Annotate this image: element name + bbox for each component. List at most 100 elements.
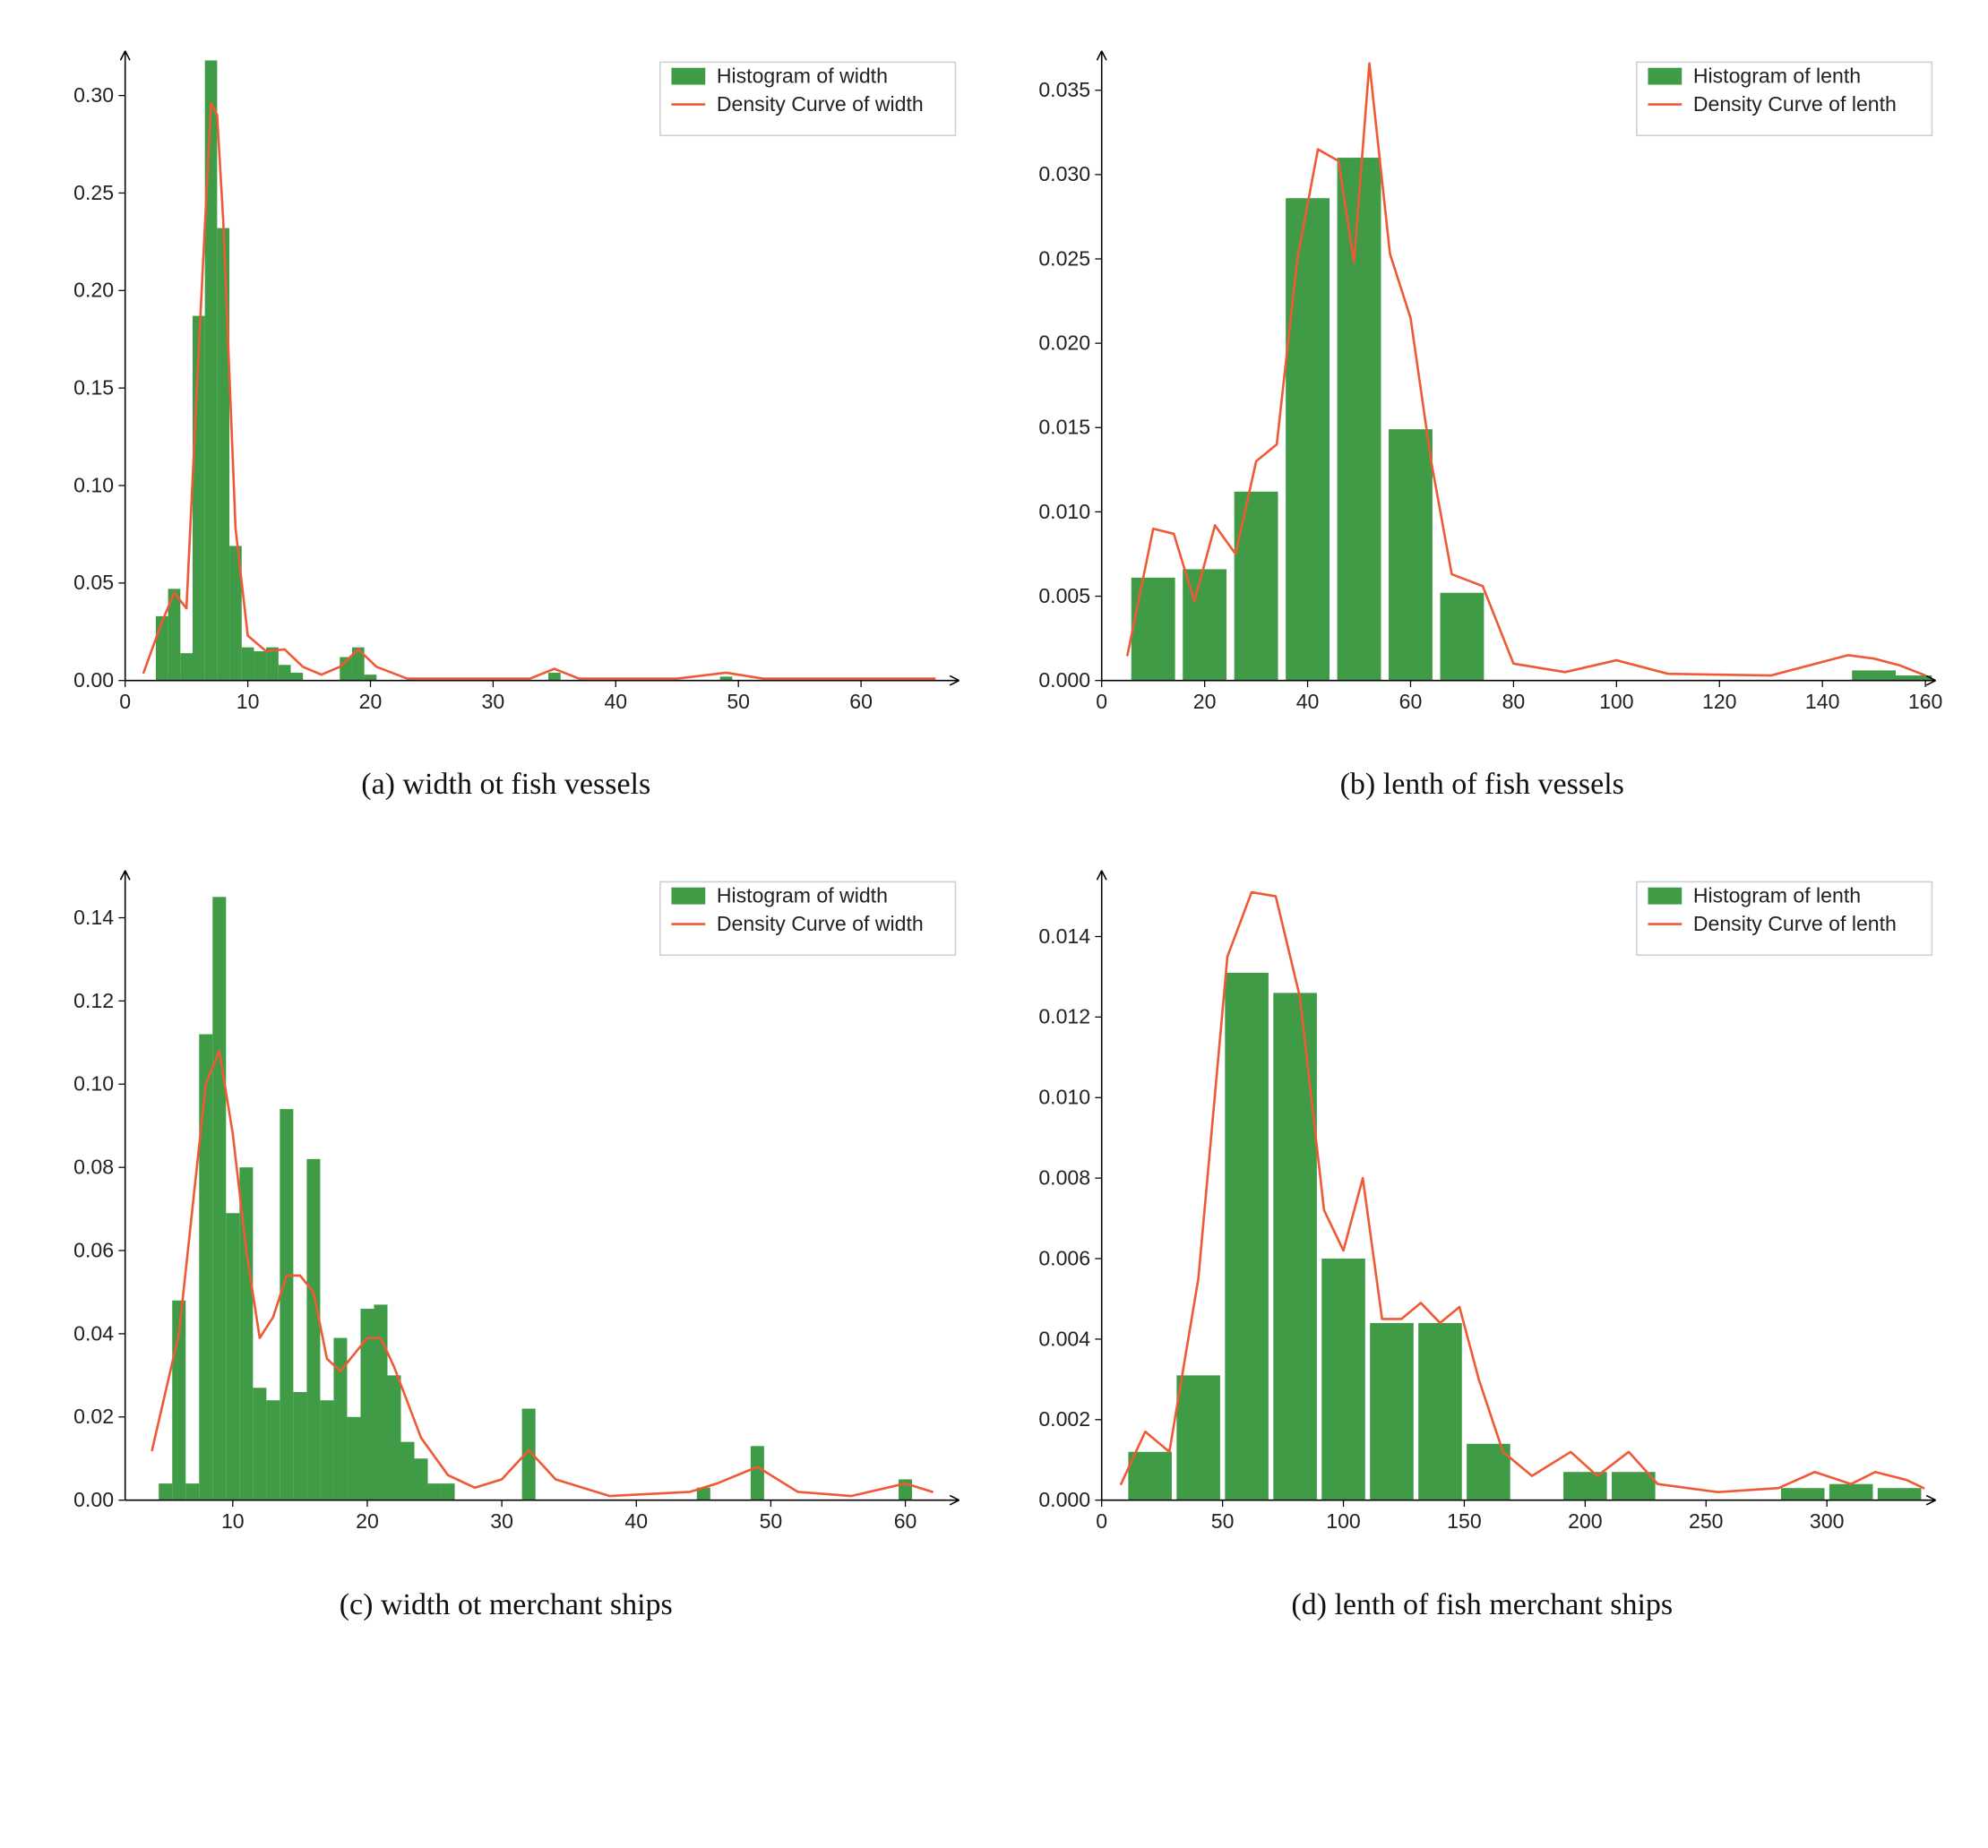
y-tick-label: 0.00 xyxy=(73,668,114,692)
y-tick-label: 0.05 xyxy=(73,571,114,594)
caption-b: (b) lenth of fish vessels xyxy=(1340,768,1624,802)
histogram-bar xyxy=(1176,1376,1220,1500)
x-tick-label: 20 xyxy=(359,690,383,713)
y-tick-label: 0.12 xyxy=(73,989,114,1012)
y-tick-label: 0.006 xyxy=(1038,1247,1090,1270)
histogram-bar xyxy=(306,1159,320,1500)
y-tick-label: 0.000 xyxy=(1038,668,1090,692)
x-tick-label: 200 xyxy=(1568,1510,1603,1534)
y-tick-label: 0.30 xyxy=(73,83,114,107)
y-tick-label: 0.010 xyxy=(1038,500,1090,523)
chart-a: 01020304050600.000.050.100.150.200.250.3… xyxy=(36,36,977,732)
y-tick-label: 0.004 xyxy=(1038,1328,1090,1351)
y-tick-label: 0.030 xyxy=(1038,162,1090,185)
y-tick-label: 0.002 xyxy=(1038,1408,1090,1431)
histogram-bar xyxy=(1370,1323,1414,1500)
y-tick-label: 0.14 xyxy=(73,906,114,929)
histogram-bar xyxy=(751,1447,764,1500)
x-tick-label: 40 xyxy=(604,690,627,713)
caption-c: (c) width ot merchant ships xyxy=(340,1588,673,1622)
histogram-bar xyxy=(254,651,266,681)
x-tick-label: 100 xyxy=(1599,690,1634,713)
histogram-bar xyxy=(242,648,254,681)
x-tick-label: 40 xyxy=(1295,690,1319,713)
y-tick-label: 0.015 xyxy=(1038,416,1090,439)
x-tick-label: 160 xyxy=(1907,690,1942,713)
histogram-bar xyxy=(180,653,193,680)
legend-density-label: Density Curve of lenth xyxy=(1692,92,1896,116)
histogram-bar xyxy=(415,1459,428,1500)
x-tick-label: 0 xyxy=(1096,690,1107,713)
x-tick-label: 20 xyxy=(356,1510,379,1534)
x-tick-label: 140 xyxy=(1804,690,1839,713)
x-tick-label: 300 xyxy=(1809,1510,1844,1534)
x-tick-label: 10 xyxy=(237,690,260,713)
legend-hist-patch-icon xyxy=(671,68,705,85)
histogram-bar xyxy=(1128,1452,1172,1500)
histogram-bar xyxy=(266,648,279,681)
x-tick-label: 0 xyxy=(119,690,131,713)
y-tick-label: 0.035 xyxy=(1038,78,1090,101)
chart-b: 0204060801001201401600.0000.0050.0100.01… xyxy=(1012,36,1953,732)
x-tick-label: 60 xyxy=(894,1510,917,1534)
y-tick-label: 0.04 xyxy=(73,1322,114,1345)
y-tick-label: 0.10 xyxy=(73,1072,114,1096)
x-tick-label: 50 xyxy=(1210,1510,1234,1534)
caption-a: (a) width ot fish vessels xyxy=(361,768,650,802)
legend-hist-label: Histogram of width xyxy=(717,64,888,87)
histogram-bar xyxy=(442,1484,455,1501)
legend-hist-patch-icon xyxy=(1648,68,1682,85)
histogram-bar xyxy=(1273,993,1317,1500)
legend-hist-label: Histogram of width xyxy=(717,884,888,907)
histogram-bar xyxy=(1337,158,1381,681)
x-tick-label: 80 xyxy=(1502,690,1525,713)
histogram-bar xyxy=(1389,429,1433,681)
y-tick-label: 0.020 xyxy=(1038,331,1090,354)
y-tick-label: 0.20 xyxy=(73,279,114,302)
y-tick-label: 0.02 xyxy=(73,1405,114,1429)
x-tick-label: 100 xyxy=(1326,1510,1361,1534)
histogram-bar xyxy=(387,1376,400,1500)
y-tick-label: 0.008 xyxy=(1038,1166,1090,1190)
panel-c: 1020304050600.000.020.040.060.080.100.12… xyxy=(36,855,977,1621)
x-tick-label: 250 xyxy=(1689,1510,1724,1534)
x-tick-label: 50 xyxy=(760,1510,783,1534)
histogram-bar xyxy=(1234,492,1278,681)
histogram-bar xyxy=(1440,593,1484,681)
panel-b: 0204060801001201401600.0000.0050.0100.01… xyxy=(1012,36,1953,802)
legend-density-label: Density Curve of lenth xyxy=(1692,912,1896,935)
panel-a: 01020304050600.000.050.100.150.200.250.3… xyxy=(36,36,977,802)
x-tick-label: 20 xyxy=(1192,690,1216,713)
histogram-bar xyxy=(217,228,229,681)
histogram-bar xyxy=(266,1401,280,1500)
legend-hist-patch-icon xyxy=(671,888,705,905)
x-tick-label: 60 xyxy=(849,690,873,713)
histogram-bar xyxy=(365,675,377,681)
density-curve xyxy=(143,103,934,678)
histogram-bar xyxy=(374,1305,387,1500)
legend-hist-label: Histogram of lenth xyxy=(1692,64,1860,87)
histogram-bar xyxy=(1829,1484,1872,1500)
x-tick-label: 120 xyxy=(1702,690,1737,713)
histogram-bar xyxy=(1612,1473,1656,1500)
legend-hist-patch-icon xyxy=(1648,888,1682,905)
histogram-bar xyxy=(156,616,168,681)
histogram-bar xyxy=(293,1392,306,1500)
histogram-bar xyxy=(205,60,218,680)
y-tick-label: 0.25 xyxy=(73,181,114,204)
histogram-bar xyxy=(320,1401,333,1500)
histogram-bar xyxy=(280,1110,293,1501)
histogram-bar xyxy=(1780,1489,1824,1500)
histogram-bar xyxy=(291,673,304,681)
histogram-bar xyxy=(1321,1259,1365,1500)
histogram-bar xyxy=(1877,1489,1921,1500)
legend-density-label: Density Curve of width xyxy=(717,92,924,116)
y-tick-label: 0.010 xyxy=(1038,1086,1090,1109)
y-tick-label: 0.000 xyxy=(1038,1488,1090,1511)
legend-density-label: Density Curve of width xyxy=(717,912,924,935)
histogram-bar xyxy=(401,1442,415,1500)
histogram-bar xyxy=(1225,973,1269,1500)
x-tick-label: 60 xyxy=(1398,690,1422,713)
histogram-bar xyxy=(548,673,561,681)
x-tick-label: 50 xyxy=(727,690,750,713)
